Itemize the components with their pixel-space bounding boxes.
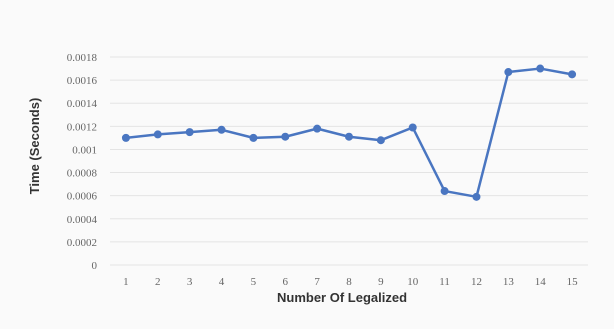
data-point: [376, 136, 385, 145]
data-point: [536, 64, 545, 73]
series-group: [121, 64, 577, 201]
x-tick-label: 15: [567, 276, 579, 288]
x-tick-label: 8: [346, 276, 352, 288]
y-tick-label: 0.0002: [67, 237, 97, 249]
x-tick-label: 2: [155, 276, 161, 288]
data-point: [217, 125, 226, 134]
x-tick-label: 5: [251, 276, 257, 288]
x-tick-label: 7: [314, 276, 320, 288]
data-point: [185, 128, 194, 137]
x-tick-label: 10: [407, 276, 419, 288]
y-tick-label: 0.0014: [67, 98, 98, 110]
x-axis-ticks: 1 2 3 4 5 6 7 8 9 10 11 12 13 14 15: [123, 276, 578, 288]
gridlines: [110, 56, 588, 266]
x-tick-label: 12: [471, 276, 482, 288]
y-tick-label: 0.0012: [67, 121, 97, 133]
y-tick-label: 0.0008: [67, 168, 98, 180]
data-point: [345, 132, 353, 141]
y-tick-label: 0: [92, 260, 98, 272]
y-tick-label: 0.0018: [67, 52, 98, 64]
x-tick-label: 11: [439, 276, 450, 288]
data-point: [408, 123, 417, 132]
y-axis-title: Time (Seconds): [27, 98, 42, 195]
data-point: [472, 192, 481, 201]
data-point: [504, 68, 513, 77]
data-point: [568, 70, 577, 79]
data-point: [121, 133, 130, 142]
y-tick-label: 0.0004: [67, 214, 98, 226]
data-point: [249, 133, 258, 142]
x-tick-label: 14: [535, 276, 547, 288]
x-tick-label: 4: [219, 276, 225, 288]
data-point: [153, 130, 162, 139]
data-point: [440, 187, 449, 196]
x-tick-label: 3: [187, 276, 193, 288]
y-tick-label: 0.0006: [67, 191, 98, 203]
data-point: [313, 124, 322, 133]
x-tick-label: 1: [123, 276, 129, 288]
x-axis-title: Number Of Legalized: [277, 290, 407, 305]
y-tick-label: 0.001: [72, 144, 97, 156]
x-tick-label: 9: [378, 276, 384, 288]
y-tick-label: 0.0016: [67, 75, 98, 87]
x-tick-label: 13: [503, 276, 515, 288]
x-tick-label: 6: [283, 276, 289, 288]
data-point: [281, 132, 290, 141]
y-axis-ticks: 0 0.0002 0.0004 0.0006 0.0008 0.001 0.0012 0.00…: [67, 52, 98, 272]
